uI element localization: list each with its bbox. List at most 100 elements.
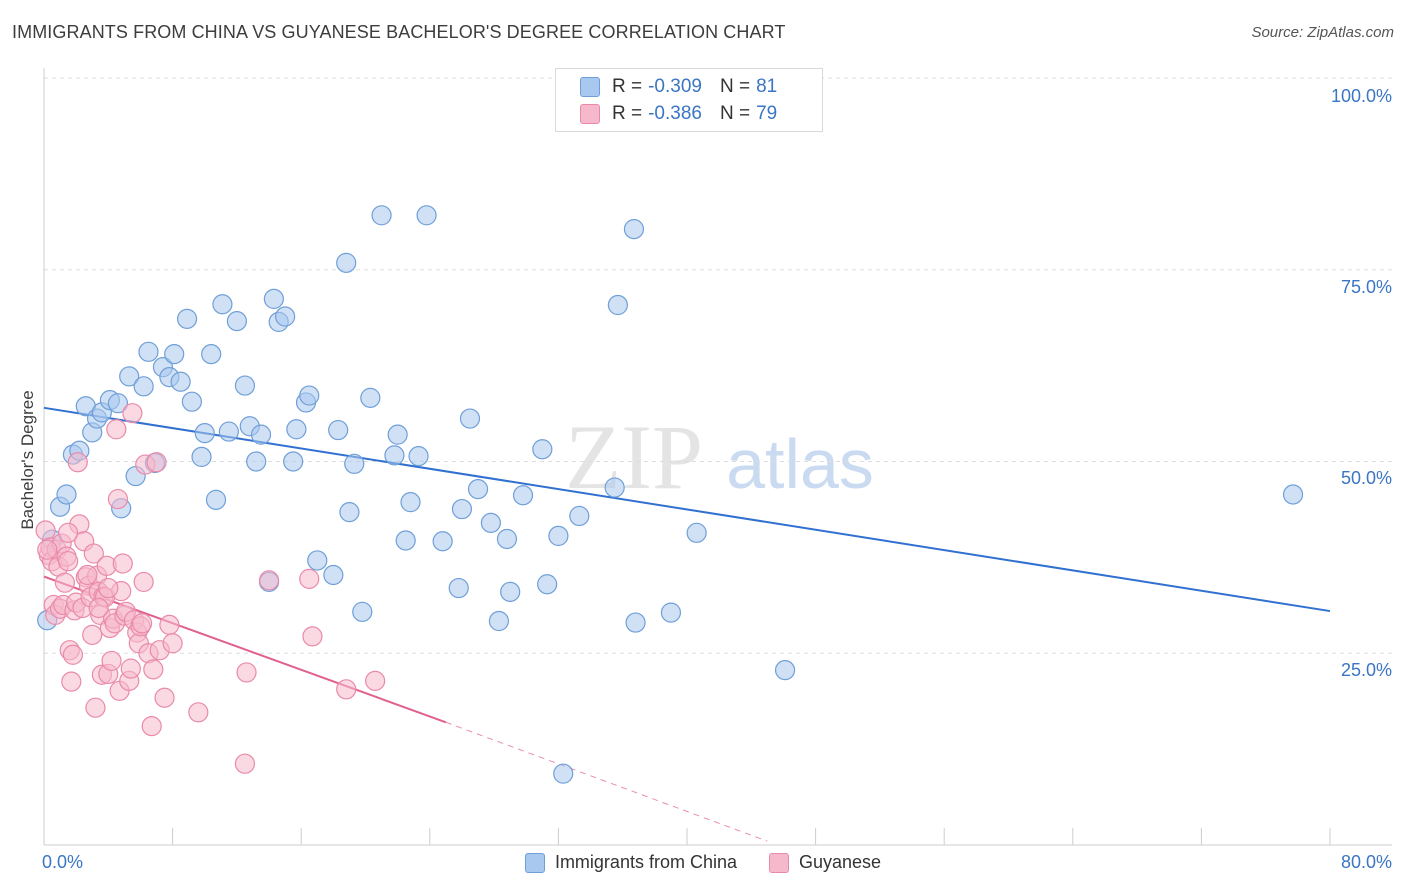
legend-label-guyanese: Guyanese xyxy=(799,852,882,872)
point-china xyxy=(246,451,267,472)
point-china xyxy=(205,489,227,510)
china-swatch xyxy=(524,852,545,873)
point-china xyxy=(569,505,590,527)
y-tick-25: 25.0% xyxy=(1340,660,1392,680)
point-china xyxy=(176,308,198,329)
point-guyanese xyxy=(299,568,320,589)
x-tick-max: 80.0% xyxy=(1340,852,1392,872)
point-china xyxy=(336,252,357,273)
n-value: 79 xyxy=(756,103,778,124)
point-china xyxy=(660,602,682,623)
point-china xyxy=(459,408,481,429)
point-guyanese xyxy=(83,543,104,564)
point-china xyxy=(226,311,247,332)
point-guyanese xyxy=(35,520,56,541)
point-china xyxy=(352,601,373,622)
point-china xyxy=(548,525,569,546)
point-guyanese xyxy=(37,539,58,560)
point-china xyxy=(218,421,239,442)
guyanese-swatch xyxy=(580,104,600,124)
y-tick-50: 50.0% xyxy=(1340,468,1392,488)
point-guyanese xyxy=(101,650,122,672)
x-tick-min: 0.0% xyxy=(42,852,84,872)
watermark-zip: ZIP xyxy=(565,406,703,508)
point-china xyxy=(604,477,625,498)
point-china xyxy=(283,451,304,472)
r-value: -0.386 xyxy=(648,103,702,124)
point-china xyxy=(201,344,222,365)
point-china xyxy=(496,528,518,550)
point-china xyxy=(537,574,558,595)
chart-title: IMMIGRANTS FROM CHINA VS GUYANESE BACHEL… xyxy=(12,22,786,42)
point-guyanese xyxy=(82,624,103,645)
point-guyanese xyxy=(77,564,98,586)
point-china xyxy=(625,612,646,633)
watermark: ZIP atlas xyxy=(565,406,874,508)
legend-item-china[interactable]: Immigrants from China xyxy=(524,852,737,873)
point-china xyxy=(408,446,429,467)
point-china xyxy=(686,522,707,543)
legend-item-guyanese[interactable]: Guyanese xyxy=(769,852,881,873)
point-china xyxy=(480,512,501,533)
point-guyanese xyxy=(234,753,256,774)
point-guyanese xyxy=(61,671,82,692)
y-tick-100: 100.0% xyxy=(1330,86,1392,106)
point-china xyxy=(623,218,645,240)
point-guyanese xyxy=(88,597,109,619)
point-china xyxy=(467,479,489,500)
point-china xyxy=(191,446,212,467)
point-guyanese xyxy=(141,716,162,737)
point-china xyxy=(448,577,469,599)
point-guyanese xyxy=(159,614,180,635)
point-china xyxy=(488,610,510,632)
trend-line-guyanese-extension xyxy=(445,721,768,842)
point-china xyxy=(328,419,349,441)
data-points xyxy=(35,205,1304,784)
point-guyanese xyxy=(236,662,257,683)
point-china xyxy=(774,660,796,681)
point-china xyxy=(138,341,159,362)
series-legend: Immigrants from China Guyanese xyxy=(0,852,1406,873)
point-china xyxy=(164,344,185,365)
n-value: 81 xyxy=(756,76,778,97)
point-china xyxy=(119,366,140,387)
axes xyxy=(43,68,1392,846)
point-china xyxy=(275,306,296,327)
point-guyanese xyxy=(112,553,133,574)
point-guyanese xyxy=(302,626,323,647)
point-guyanese xyxy=(58,522,79,543)
point-china xyxy=(299,385,320,406)
r-label: R = xyxy=(612,103,643,124)
source-note: Source: ZipAtlas.com xyxy=(1251,24,1394,41)
point-china xyxy=(500,581,521,602)
point-china xyxy=(263,288,284,309)
point-china xyxy=(286,419,307,440)
point-china xyxy=(512,485,534,506)
point-china xyxy=(532,439,553,460)
point-guyanese xyxy=(62,644,84,665)
point-guyanese xyxy=(67,452,88,473)
n-label: N = xyxy=(719,103,751,124)
point-china xyxy=(133,376,154,397)
point-china xyxy=(416,205,437,226)
n-label: N = xyxy=(719,76,751,97)
correlation-legend: R = -0.309 N = 81 R = -0.386 N = 79 xyxy=(555,68,823,132)
point-guyanese xyxy=(106,419,127,440)
point-china xyxy=(344,453,365,474)
point-china xyxy=(339,502,360,523)
point-china xyxy=(323,564,344,586)
point-china xyxy=(307,550,328,571)
point-china xyxy=(250,424,272,445)
point-china xyxy=(1282,484,1304,505)
point-guyanese xyxy=(85,697,106,718)
point-china xyxy=(395,530,416,551)
legend-row-china: R = -0.309 N = 81 xyxy=(580,75,777,99)
point-guyanese xyxy=(54,572,75,593)
point-china xyxy=(400,492,421,513)
y-tick-75: 75.0% xyxy=(1340,277,1392,297)
point-china xyxy=(212,294,233,315)
point-guyanese xyxy=(162,633,183,654)
point-china xyxy=(170,371,191,392)
point-guyanese xyxy=(133,571,154,593)
r-value: -0.309 xyxy=(648,76,702,97)
